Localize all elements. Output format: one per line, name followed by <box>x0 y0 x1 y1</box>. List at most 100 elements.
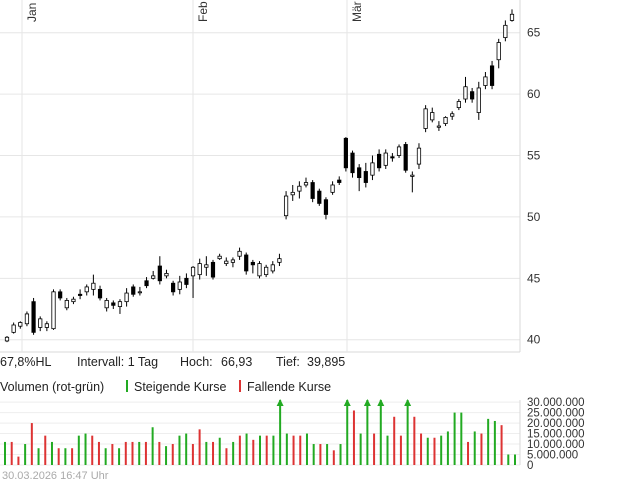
legend-rising: Steigende Kurse <box>126 380 226 394</box>
candle-body <box>190 266 196 277</box>
candle <box>270 261 275 274</box>
candle <box>377 149 382 172</box>
volume-bar <box>265 435 268 465</box>
candlesticks <box>4 9 515 343</box>
volume-bar <box>299 435 302 465</box>
volume-bar <box>138 441 141 465</box>
overflow-arrow-icon <box>363 399 371 406</box>
candle-body <box>117 301 123 307</box>
volume-bar <box>500 425 503 465</box>
candle-body <box>264 266 269 276</box>
candle-body <box>450 113 455 117</box>
candle-body <box>4 336 10 342</box>
volume-bar <box>212 441 215 465</box>
candle-body <box>317 190 322 204</box>
candle-body <box>64 300 69 309</box>
timestamp: 30.03.2026 16:47 Uhr <box>2 470 109 482</box>
price-tick-label: 65 <box>527 26 541 40</box>
candle-body <box>91 282 96 290</box>
candle <box>164 269 169 279</box>
candle <box>343 137 348 172</box>
candle-body <box>224 260 229 264</box>
volume-bar <box>111 444 114 465</box>
candle-body <box>210 261 216 278</box>
candle <box>283 191 289 220</box>
candle-body <box>151 275 156 279</box>
candle <box>476 81 481 120</box>
candle <box>224 257 229 267</box>
candle-body <box>476 87 481 113</box>
candle <box>171 280 176 296</box>
volume-tick-label: 20.000.000 <box>527 418 585 430</box>
candle <box>337 176 342 185</box>
volume-tick-label: 25.000.000 <box>527 408 585 420</box>
candle-body <box>303 182 309 186</box>
candle <box>51 289 56 330</box>
interval-label: Intervall: 1 Tag <box>77 355 159 369</box>
candle <box>390 153 395 162</box>
volume-bar <box>285 433 288 465</box>
low-value: 39,895 <box>307 355 346 369</box>
volume-bar <box>339 444 342 465</box>
volume-bar <box>366 400 369 465</box>
candle-body <box>51 291 56 330</box>
volume-bar <box>440 435 443 465</box>
candle-body <box>71 298 76 303</box>
candle <box>31 297 36 335</box>
high-label: Hoch: <box>180 355 213 369</box>
volume-bar <box>185 433 188 465</box>
volume-bar <box>24 444 27 465</box>
candle <box>24 311 30 327</box>
volume-bar <box>144 441 147 465</box>
candle <box>4 336 10 343</box>
candle <box>144 277 149 289</box>
candle <box>456 99 461 111</box>
candle-body <box>58 291 63 299</box>
candle <box>463 76 468 103</box>
candle-body <box>31 301 36 333</box>
candle <box>403 142 408 173</box>
candle <box>323 197 329 220</box>
volume-bar <box>312 444 315 465</box>
candle <box>370 155 375 181</box>
candle-body <box>84 286 89 293</box>
volume-bar <box>158 441 161 465</box>
volume-bar <box>393 416 396 465</box>
candle <box>383 149 388 170</box>
volume-bar <box>379 400 382 465</box>
candle <box>177 275 182 295</box>
candle <box>210 259 216 280</box>
candle <box>290 184 295 201</box>
candle-body <box>496 42 501 61</box>
candle-body <box>144 280 149 287</box>
candle-body <box>489 65 495 86</box>
volume-bar <box>118 448 121 465</box>
candle <box>44 321 49 332</box>
candle-body <box>297 185 302 192</box>
candle-body <box>18 322 23 327</box>
price-grid <box>0 0 521 353</box>
candle-body <box>197 263 202 276</box>
candle-body <box>363 171 368 183</box>
candle <box>11 322 16 334</box>
price-tick-label: 50 <box>527 210 541 224</box>
candle <box>151 270 156 280</box>
candle-body <box>237 250 242 257</box>
candle-body <box>204 264 209 268</box>
candle-body <box>38 318 43 328</box>
month-label-2: Feb <box>196 1 210 22</box>
candle <box>257 261 262 279</box>
volume-bar <box>346 400 349 465</box>
candle-body <box>430 112 435 121</box>
candle <box>330 181 335 195</box>
candle-body <box>217 255 222 260</box>
volume-bar <box>91 435 94 465</box>
candle-body <box>24 313 30 325</box>
volume-bar <box>319 444 322 465</box>
volume-bar <box>359 433 362 465</box>
volume-axis-labels: 05.000.00010.000.00015.000.00020.000.000… <box>527 397 585 472</box>
volume-bar <box>171 444 174 465</box>
candle-body <box>370 162 375 176</box>
candle <box>509 9 515 22</box>
